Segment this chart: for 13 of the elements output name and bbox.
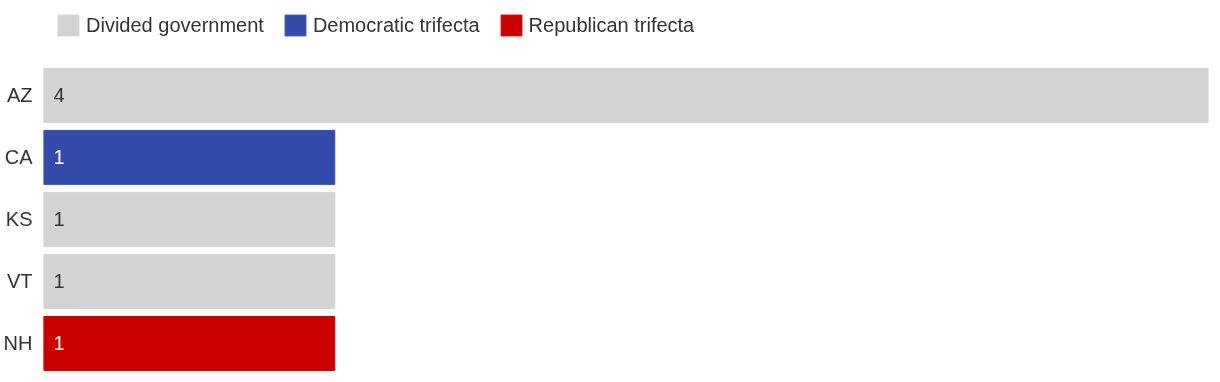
data-label: 1 — [53, 270, 65, 293]
legend-label: Republican trifecta — [528, 13, 695, 37]
legend-label: Divided government — [86, 13, 264, 37]
data-label: 4 — [53, 84, 65, 107]
y-tick-label: KS — [5, 208, 33, 231]
data-label: 1 — [53, 332, 65, 355]
legend-label: Democratic trifecta — [312, 13, 480, 37]
y-tick-label: VT — [6, 270, 33, 293]
y-tick-label: AZ — [6, 84, 33, 107]
data-label: 1 — [53, 208, 65, 231]
y-tick-label: CA — [4, 146, 34, 169]
data-label: 1 — [53, 146, 65, 169]
y-tick-label: NH — [3, 332, 33, 355]
